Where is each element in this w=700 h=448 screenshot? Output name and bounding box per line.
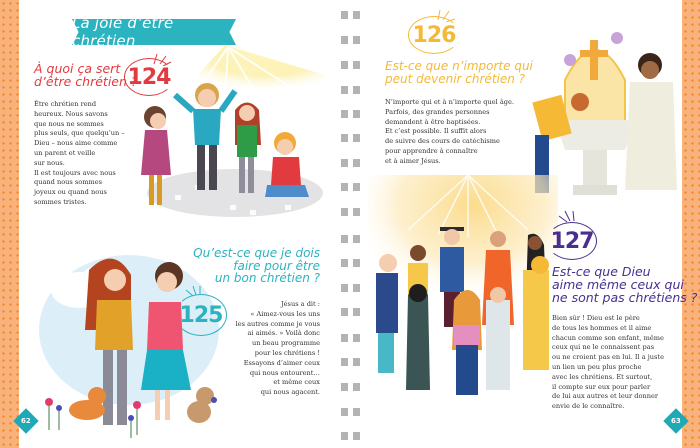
text-line: avec les chrétiens. Et surtout, bbox=[552, 372, 653, 381]
text-line: pour les chrétiens ! bbox=[254, 348, 320, 357]
text-line: Bien sûr ! Dieu est le père bbox=[552, 314, 640, 322]
text-line: sur nous. bbox=[34, 158, 65, 167]
title-line: Qu’est-ce que je dois bbox=[193, 246, 320, 260]
text-line: Jésus a dit : bbox=[281, 300, 320, 308]
text-line: Dieu – nous aime comme bbox=[34, 139, 118, 148]
question-125-title: Qu’est-ce que je dois faire pour être un… bbox=[186, 247, 320, 285]
question-127-answer: Bien sûr ! Dieu est le père de tous les … bbox=[552, 314, 682, 412]
title-line: aime même ceux qui bbox=[552, 277, 684, 293]
question-124-answer: Être chrétien rend heureux. Nous savons … bbox=[34, 100, 144, 208]
text-line: envie de le connaître. bbox=[552, 402, 625, 411]
text-line: un parent et veille bbox=[34, 148, 96, 157]
interfaith-circle-illustration bbox=[368, 175, 558, 395]
text-line: Il est toujours avec nous bbox=[34, 168, 116, 177]
text-line: ou ne croient pas en lui. Il a juste bbox=[552, 353, 664, 362]
question-number: 125 bbox=[179, 302, 224, 328]
title-line: peut devenir chrétien ? bbox=[385, 71, 526, 86]
text-line: qui nous agacent. bbox=[260, 388, 320, 397]
burst-lines-icon bbox=[437, 9, 456, 22]
text-line: demandent à être baptisées. bbox=[385, 117, 481, 126]
question-126-title: Est-ce que n’importe qui peut devenir ch… bbox=[385, 60, 533, 85]
title-line: un bon chrétien ? bbox=[214, 271, 320, 286]
question-125-number-bubble: 125 bbox=[175, 294, 227, 336]
text-line: ai aimés. » Voilà donc bbox=[247, 329, 320, 338]
text-line: pour apprendre à connaître bbox=[385, 146, 478, 155]
children-under-light-illustration bbox=[141, 45, 325, 217]
baptism-illustration bbox=[532, 32, 677, 195]
text-line: « Aimez-vous les uns bbox=[250, 309, 320, 318]
text-line: joyeux ou quand nous bbox=[34, 188, 107, 197]
text-line: que nous ne sommes bbox=[34, 119, 104, 128]
text-line: quand nous sommes bbox=[34, 178, 103, 187]
question-number: 126 bbox=[412, 22, 457, 48]
question-number: 124 bbox=[127, 64, 172, 90]
title-line: À quoi ça sert bbox=[34, 61, 121, 76]
text-line: un beau programme bbox=[251, 339, 320, 348]
question-124-title: À quoi ça sert d’être chrétien ? bbox=[34, 62, 138, 88]
text-line: un lien un peu plus proche bbox=[552, 362, 642, 371]
text-line: Et c’est possible. Il suffit alors bbox=[385, 127, 487, 136]
left-dotted-margin bbox=[0, 0, 19, 448]
text-line: il compte sur eux pour parler bbox=[552, 382, 651, 391]
question-number: 127 bbox=[550, 228, 595, 254]
text-line: de lui aux autres et leur donner bbox=[552, 392, 659, 401]
question-125-answer: Jésus a dit : « Aimez-vous les uns les a… bbox=[220, 300, 320, 398]
question-126-answer: N’importe qui et à n’importe quel âge. P… bbox=[385, 98, 545, 167]
chapter-banner: La joie d’être chrétien bbox=[72, 19, 236, 45]
title-line: faire pour être bbox=[233, 258, 320, 273]
text-line: plus seuls, que quelqu’un – bbox=[34, 129, 125, 138]
page-number: 63 bbox=[671, 417, 681, 425]
text-line: Essayons d’aimer ceux bbox=[243, 358, 320, 367]
burst-lines-icon bbox=[153, 53, 172, 66]
title-line: Est-ce que Dieu bbox=[552, 264, 651, 279]
question-124-number-bubble: 124 bbox=[124, 58, 174, 96]
question-127-title: Est-ce que Dieu aime même ceux qui ne so… bbox=[552, 264, 698, 306]
book-spine bbox=[334, 0, 366, 448]
text-line: qui nous entourent… bbox=[249, 368, 320, 377]
title-line: Est-ce que n’importe qui bbox=[385, 59, 533, 73]
text-line: heureux. Nous savons bbox=[34, 109, 108, 118]
text-line: sommes tristes. bbox=[34, 197, 87, 206]
text-line: de suivre des cours de catéchisme bbox=[385, 137, 500, 146]
text-line: N’importe qui et à n’importe quel âge. bbox=[385, 98, 514, 106]
text-line: et même ceux bbox=[273, 378, 320, 387]
text-line: ceux qui ne le connaissent pas bbox=[552, 343, 655, 352]
text-line: Être chrétien rend bbox=[34, 100, 97, 108]
burst-lines-icon bbox=[558, 210, 575, 223]
title-line: ne sont pas chrétiens ? bbox=[552, 290, 698, 306]
question-127-number-bubble: 127 bbox=[547, 222, 597, 260]
burst-lines-icon bbox=[185, 285, 201, 297]
text-line: et à aimer Jésus. bbox=[385, 156, 441, 165]
text-line: les autres comme je vous bbox=[235, 319, 320, 328]
chapter-title: La joie d’être chrétien bbox=[72, 14, 174, 50]
page-number: 62 bbox=[21, 417, 31, 425]
text-line: de tous les hommes et il aime bbox=[552, 323, 652, 332]
title-line: d’être chrétien ? bbox=[34, 74, 138, 90]
text-line: chacun comme son enfant, même bbox=[552, 333, 664, 342]
two-girls-with-pets-illustration bbox=[39, 255, 219, 438]
question-126-number-bubble: 126 bbox=[408, 16, 460, 54]
text-line: Parfois, des grandes personnes bbox=[385, 107, 490, 116]
right-dotted-margin bbox=[682, 0, 700, 448]
